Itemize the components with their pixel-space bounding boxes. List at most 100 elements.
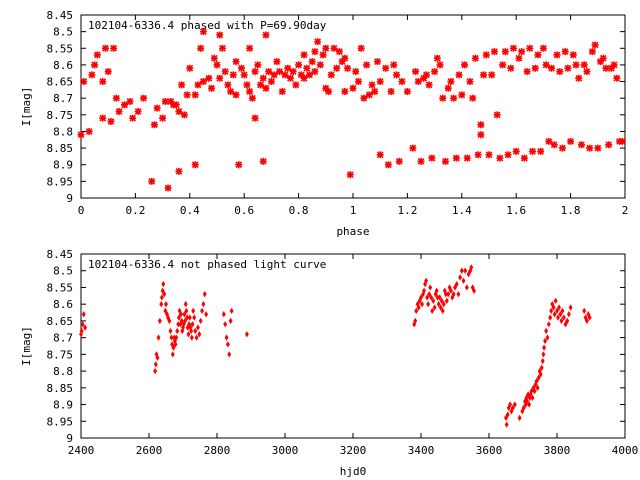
data-point bbox=[240, 71, 248, 79]
data-point bbox=[175, 107, 183, 115]
y-tick-label: 9 bbox=[66, 432, 73, 445]
data-point bbox=[200, 307, 204, 315]
data-point bbox=[107, 117, 115, 125]
data-point bbox=[276, 68, 284, 76]
data-point bbox=[83, 324, 88, 331]
data-point bbox=[156, 334, 161, 341]
data-point bbox=[270, 71, 278, 79]
data-point bbox=[198, 317, 203, 325]
data-point bbox=[563, 321, 568, 328]
data-point bbox=[333, 64, 341, 72]
data-point bbox=[189, 334, 194, 341]
data-point bbox=[463, 154, 471, 162]
data-point bbox=[471, 54, 479, 62]
data-point bbox=[584, 317, 589, 325]
data-point bbox=[594, 144, 602, 152]
y-tick-label: 8.75 bbox=[47, 109, 74, 122]
data-point bbox=[170, 351, 175, 358]
data-point bbox=[446, 290, 451, 298]
y-tick-label: 8.9 bbox=[53, 159, 73, 172]
data-point bbox=[566, 311, 571, 318]
data-point bbox=[363, 61, 371, 69]
data-point bbox=[368, 81, 376, 89]
data-point bbox=[461, 277, 466, 284]
data-point bbox=[515, 54, 523, 62]
data-point bbox=[178, 81, 186, 89]
y-tick-label: 8.55 bbox=[47, 42, 74, 55]
data-point bbox=[99, 114, 107, 122]
data-point bbox=[112, 94, 120, 102]
data-point bbox=[572, 61, 580, 69]
data-point bbox=[529, 387, 534, 395]
y-tick-label: 8.7 bbox=[53, 332, 73, 345]
data-point bbox=[167, 98, 175, 106]
data-point bbox=[183, 301, 188, 308]
data-point bbox=[509, 44, 517, 52]
data-point bbox=[243, 81, 251, 89]
data-point bbox=[458, 274, 463, 281]
x-tick-label: 0.8 bbox=[289, 204, 309, 217]
data-point bbox=[544, 327, 549, 335]
data-point bbox=[429, 294, 434, 301]
data-point bbox=[448, 287, 453, 294]
x-axis-label: phase bbox=[336, 225, 369, 238]
data-point bbox=[436, 301, 441, 308]
data-point bbox=[413, 317, 418, 325]
data-point bbox=[93, 51, 101, 59]
plot-frame bbox=[80, 14, 626, 199]
data-point bbox=[80, 78, 88, 86]
y-tick-label: 8.75 bbox=[47, 348, 74, 361]
data-point bbox=[194, 81, 202, 89]
x-tick-labels: 2400 2600 2800 3000 3200 3400 3600 3800 4000 bbox=[68, 444, 639, 457]
data-point bbox=[153, 104, 161, 112]
data-point bbox=[85, 127, 93, 135]
data-point bbox=[553, 297, 558, 305]
data-point bbox=[532, 387, 537, 395]
data-point bbox=[512, 401, 517, 408]
data-point bbox=[398, 78, 406, 86]
data-point bbox=[520, 154, 528, 162]
data-point bbox=[477, 131, 485, 139]
y-tick-label: 8.95 bbox=[47, 415, 74, 428]
data-point bbox=[216, 74, 224, 82]
data-point bbox=[482, 51, 490, 59]
data-point bbox=[346, 171, 354, 179]
data-point bbox=[295, 61, 303, 69]
data-point bbox=[153, 361, 158, 368]
data-point bbox=[393, 71, 401, 79]
data-point bbox=[436, 61, 444, 69]
data-point bbox=[204, 311, 209, 318]
data-point bbox=[311, 68, 319, 76]
data-point bbox=[292, 81, 300, 89]
data-point bbox=[424, 277, 429, 284]
data-point bbox=[79, 327, 84, 335]
data-point bbox=[300, 51, 308, 59]
data-point bbox=[419, 294, 423, 301]
data-point bbox=[454, 280, 459, 288]
data-point bbox=[179, 317, 184, 325]
data-point bbox=[469, 94, 477, 102]
data-point bbox=[191, 161, 199, 169]
data-points bbox=[77, 28, 626, 192]
data-point bbox=[308, 58, 316, 66]
data-point bbox=[186, 64, 194, 72]
data-point bbox=[244, 331, 249, 338]
y-tick-labels: 8.45 8.5 8.55 8.6 8.65 8.7 8.75 8.8 8.85 8.9 8.95 9 bbox=[47, 248, 74, 445]
data-point bbox=[104, 68, 112, 76]
data-point bbox=[229, 71, 237, 79]
x-tick-label: 3400 bbox=[408, 444, 435, 457]
data-point bbox=[530, 394, 535, 402]
data-point bbox=[447, 78, 455, 86]
data-point bbox=[232, 91, 240, 99]
data-point bbox=[540, 357, 545, 365]
data-point bbox=[459, 267, 464, 274]
data-point bbox=[157, 317, 162, 325]
data-point bbox=[474, 151, 482, 159]
data-point bbox=[525, 398, 530, 405]
y-tick-label: 8.7 bbox=[53, 92, 73, 105]
data-point bbox=[314, 38, 322, 46]
data-point bbox=[575, 74, 583, 82]
tick-marks bbox=[80, 14, 626, 199]
data-point bbox=[376, 78, 384, 86]
data-point bbox=[232, 58, 240, 66]
